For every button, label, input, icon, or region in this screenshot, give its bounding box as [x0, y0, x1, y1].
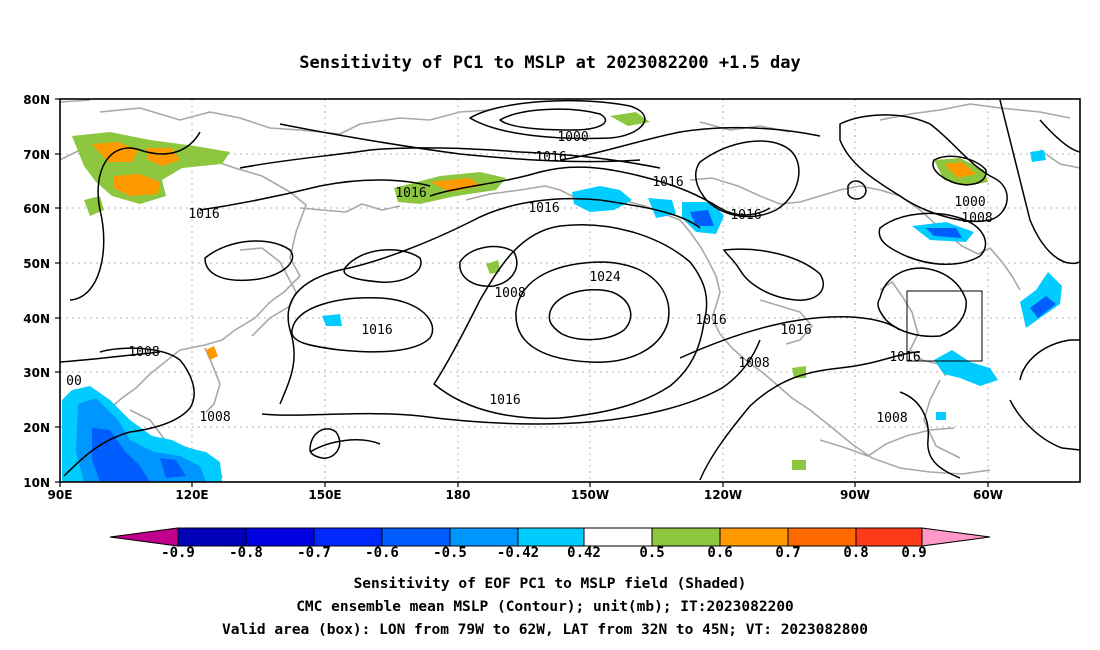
contour-label: 1016 — [889, 350, 920, 365]
lon-label: 60W — [973, 488, 1003, 502]
lat-label: 60N — [23, 202, 50, 216]
contour-label: 1016 — [395, 186, 426, 201]
colorbar-label: -0.5 — [433, 545, 467, 561]
contour-label: 1008 — [199, 410, 230, 425]
lat-label: 30N — [23, 366, 50, 380]
lat-label: 10N — [23, 476, 50, 490]
lon-label: 90W — [840, 488, 870, 502]
colorbar-label: 0.8 — [843, 545, 868, 561]
colorbar-swatch — [651, 527, 721, 547]
caption-contour: CMC ensemble mean MSLP (Contour); unit(m… — [296, 599, 794, 615]
colorbar-label: 0.6 — [707, 545, 732, 561]
colorbar-label: -0.6 — [365, 545, 399, 561]
map-panel: 1000 1016 1016 1016 1016 1016 1016 1016 … — [23, 93, 1081, 502]
latitude-labels: 80N 70N 60N 50N 40N 30N 20N 10N — [23, 93, 50, 490]
contour-label: 1000 — [954, 195, 985, 210]
map-frame — [59, 98, 1081, 483]
colorbar-swatch — [245, 527, 315, 547]
lon-label: 150W — [571, 488, 609, 502]
lon-label: 150E — [308, 488, 341, 502]
colorbar-label: -0.8 — [229, 545, 263, 561]
lon-label: 120E — [175, 488, 208, 502]
colorbar-label: 0.42 — [567, 545, 601, 561]
tick-marks — [55, 98, 989, 487]
caption-valid-area: Valid area (box): LON from 79W to 62W, L… — [222, 622, 868, 638]
colorbar-label: 0.5 — [639, 545, 664, 561]
contour-label: 1008 — [961, 211, 992, 226]
contour-label: 1008 — [738, 356, 769, 371]
valid-area-box — [906, 290, 983, 362]
caption-shaded: Sensitivity of EOF PC1 to MSLP field (Sh… — [354, 576, 747, 592]
contour-label: 00 — [66, 374, 82, 389]
colorbar-label: -0.42 — [497, 545, 539, 561]
contour-label: 1008 — [876, 411, 907, 426]
contour-label: 1008 — [494, 286, 525, 301]
lon-label: 180 — [445, 488, 470, 502]
lat-label: 70N — [23, 148, 50, 162]
graticule — [60, 99, 1080, 482]
sensitivity-shading — [62, 112, 1062, 482]
lon-label: 90E — [48, 488, 73, 502]
colorbar-right-arrow — [921, 527, 991, 547]
contour-label: 1000 — [557, 130, 588, 145]
figure-title: Sensitivity of PC1 to MSLP at 2023082200… — [299, 53, 801, 73]
contour-label: 1008 — [128, 345, 159, 360]
lon-label: 120W — [704, 488, 742, 502]
lat-label: 40N — [23, 312, 50, 326]
contour-label: 1016 — [361, 323, 392, 338]
colorbar-swatch — [787, 527, 857, 547]
lat-label: 80N — [23, 93, 50, 107]
contour-label: 1016 — [535, 150, 566, 165]
contour-label: 1016 — [489, 393, 520, 408]
longitude-labels: 90E 120E 150E 180 150W 120W 90W 60W — [48, 488, 1003, 502]
colorbar-swatch — [855, 527, 923, 547]
colorbar-label: -0.9 — [161, 545, 195, 561]
colorbar: -0.9 -0.8 -0.7 -0.6 -0.5 -0.42 0.42 0.5 … — [109, 527, 991, 561]
lat-label: 20N — [23, 421, 50, 435]
contour-label: 1016 — [528, 201, 559, 216]
colorbar-label: 0.7 — [775, 545, 800, 561]
colorbar-swatch — [177, 527, 247, 547]
colorbar-swatch — [381, 527, 451, 547]
contour-label: 1016 — [188, 207, 219, 222]
colorbar-left-arrow — [109, 527, 179, 547]
contour-label: 1016 — [730, 208, 761, 223]
contour-label: 1016 — [652, 175, 683, 190]
colorbar-swatch — [719, 527, 789, 547]
colorbar-swatch — [313, 527, 383, 547]
lat-label: 50N — [23, 257, 50, 271]
mslp-contours — [59, 99, 1081, 481]
contour-label: 1016 — [780, 323, 811, 338]
colorbar-label: 0.9 — [901, 545, 926, 561]
colorbar-swatch — [583, 527, 653, 547]
colorbar-label: -0.7 — [297, 545, 331, 561]
contour-label: 1024 — [589, 270, 620, 285]
colorbar-swatch — [449, 527, 519, 547]
colorbar-swatch — [517, 527, 585, 547]
contour-label: 1016 — [695, 313, 726, 328]
